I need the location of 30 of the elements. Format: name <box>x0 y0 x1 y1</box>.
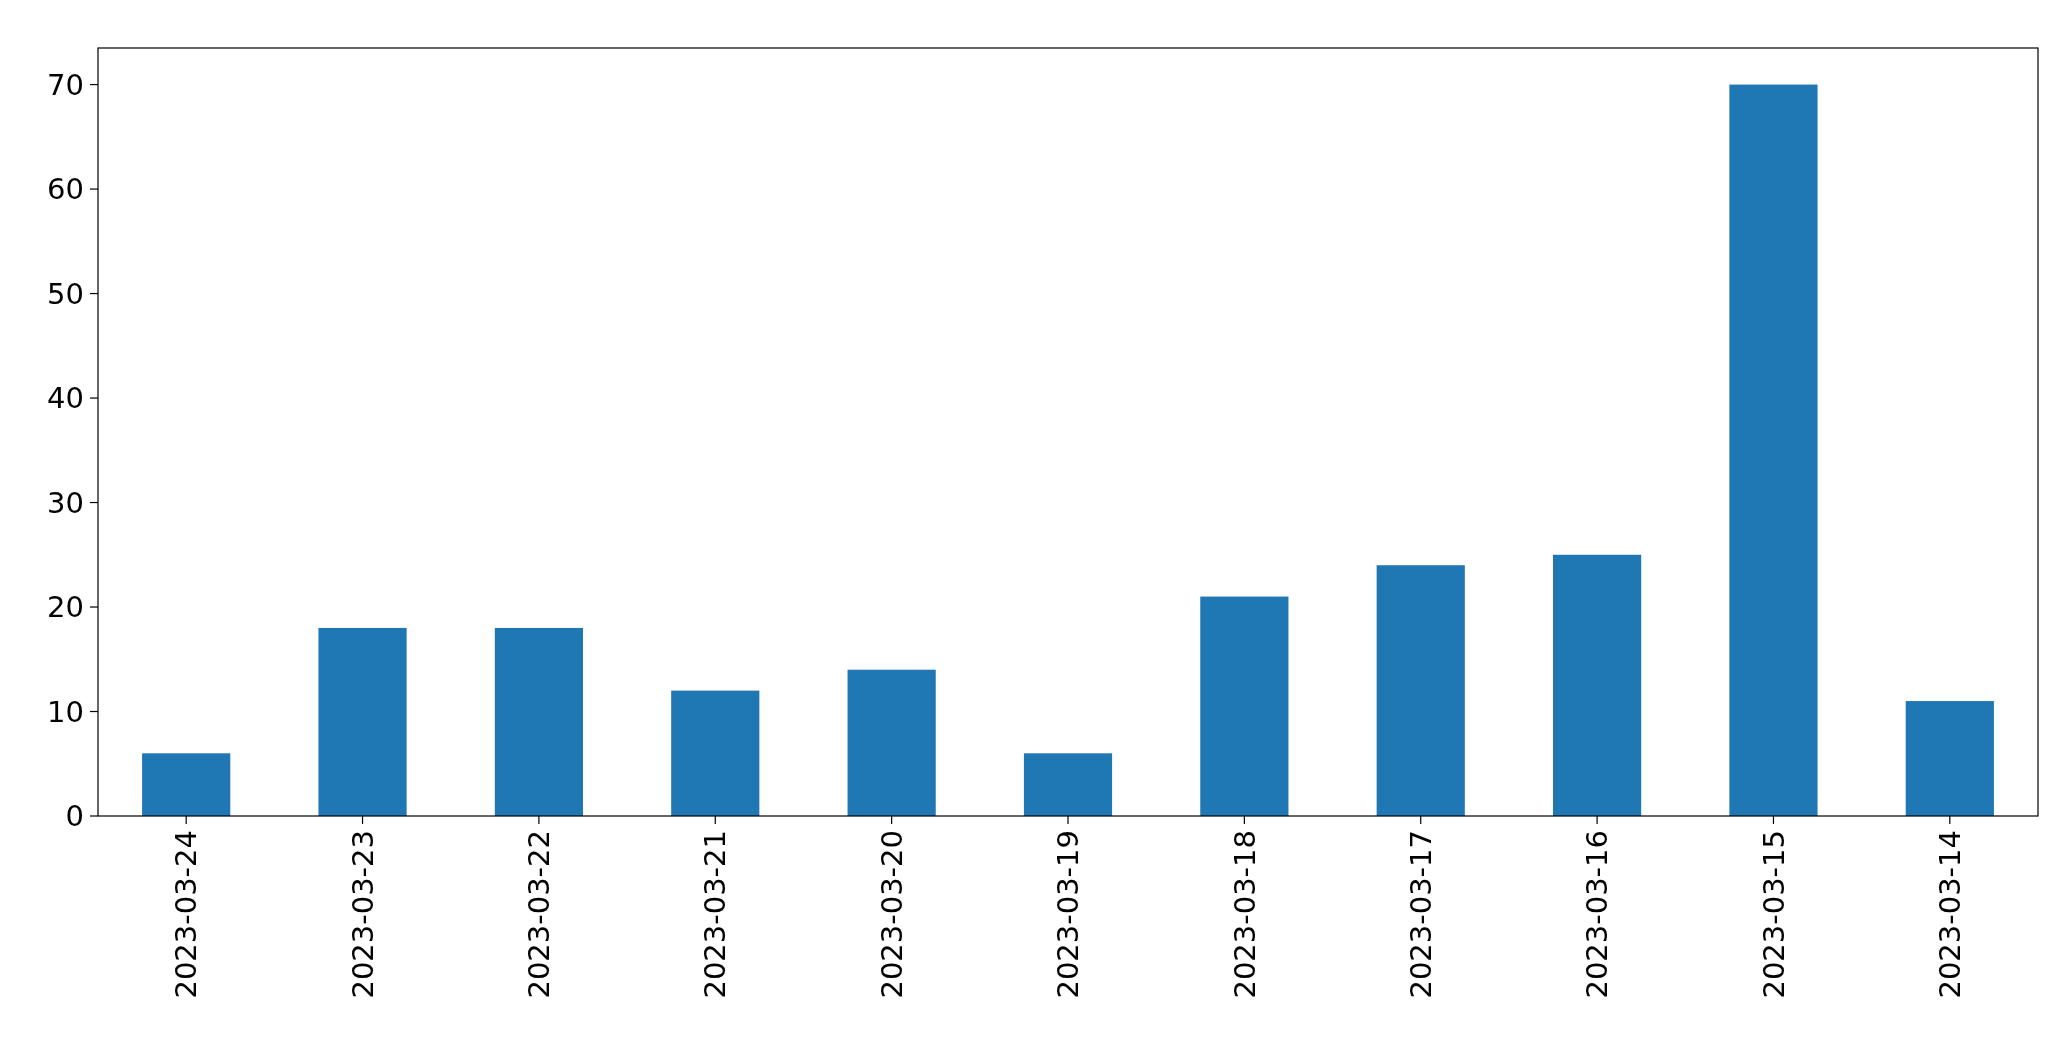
bar <box>142 753 231 816</box>
bar <box>1376 565 1465 816</box>
x-tick-label: 2023-03-17 <box>1403 830 1438 999</box>
bar <box>847 669 936 816</box>
bar <box>1023 753 1113 816</box>
y-tick-label: 10 <box>47 694 84 729</box>
y-tick-label: 20 <box>47 590 84 625</box>
y-tick-label: 40 <box>47 381 84 416</box>
x-tick-label: 2023-03-19 <box>1051 830 1086 999</box>
y-tick-label: 50 <box>47 276 84 311</box>
x-tick-label: 2023-03-22 <box>522 830 557 999</box>
x-tick-label: 2023-03-24 <box>169 830 204 999</box>
bar <box>1553 554 1642 816</box>
y-tick-label: 70 <box>47 67 84 102</box>
bar <box>1729 84 1818 816</box>
bar <box>494 627 583 816</box>
bar <box>1200 596 1289 816</box>
bar <box>671 690 760 816</box>
bar <box>318 627 407 816</box>
y-tick-label: 30 <box>47 485 84 520</box>
x-tick-label: 2023-03-14 <box>1932 830 1967 999</box>
y-tick-label: 0 <box>65 799 84 834</box>
x-tick-label: 2023-03-21 <box>698 830 733 999</box>
x-tick-label: 2023-03-20 <box>874 830 909 999</box>
x-tick-label: 2023-03-15 <box>1756 830 1791 999</box>
x-tick-label: 2023-03-16 <box>1580 830 1615 999</box>
bar <box>1905 701 1994 816</box>
x-tick-label: 2023-03-23 <box>345 830 380 999</box>
x-tick-label: 2023-03-18 <box>1227 830 1262 999</box>
y-tick-label: 60 <box>47 172 84 207</box>
